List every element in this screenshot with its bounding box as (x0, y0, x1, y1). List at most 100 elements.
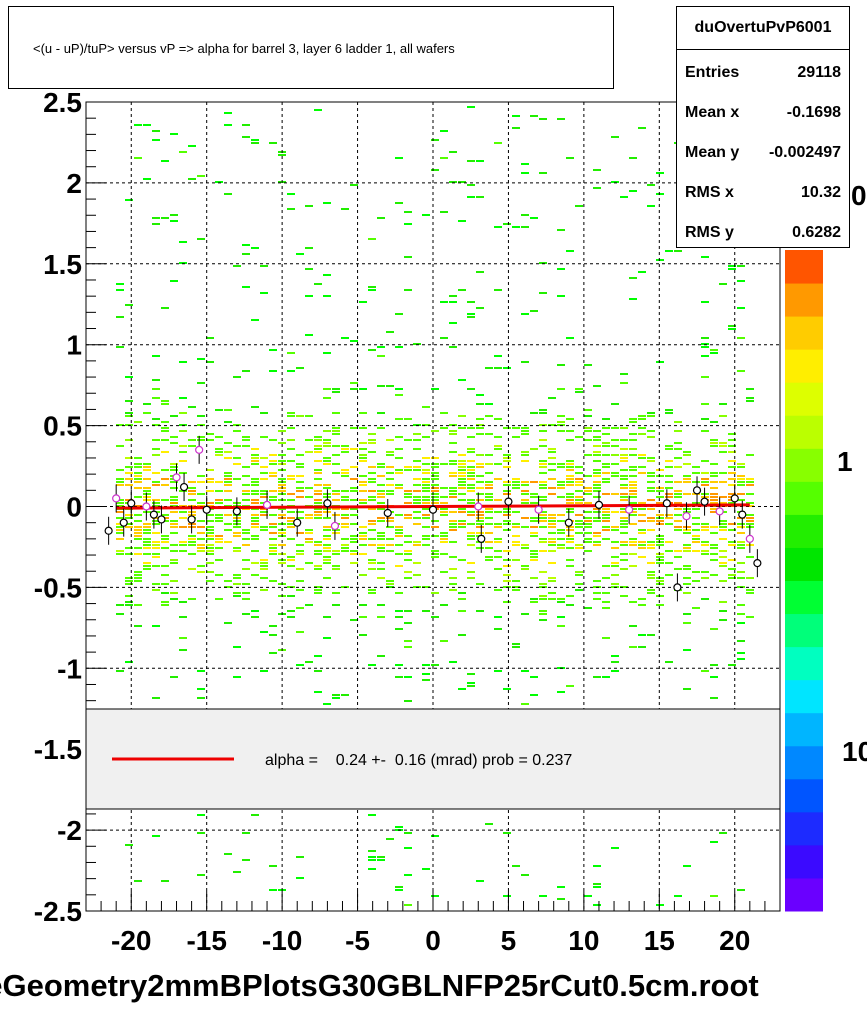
heatmap-cell (692, 502, 700, 504)
heatmap-cell (242, 559, 250, 561)
heatmap-cell (296, 544, 304, 546)
heatmap-cell (575, 526, 583, 528)
heatmap-cell (593, 484, 601, 486)
heatmap-cell (566, 502, 574, 504)
heatmap-cell (278, 460, 286, 462)
heatmap-cell (656, 583, 664, 585)
heatmap-cell (719, 832, 727, 834)
heatmap-cell (620, 499, 628, 501)
heatmap-cell (269, 523, 277, 525)
heatmap-cell (287, 610, 295, 612)
heatmap-cell (314, 568, 322, 570)
heatmap-cell (692, 535, 700, 537)
color-scale-step (785, 877, 823, 912)
heatmap-cell (413, 490, 421, 492)
heatmap-cell (629, 298, 637, 300)
heatmap-cell (422, 535, 430, 537)
heatmap-cell (710, 481, 718, 483)
heatmap-cell (503, 484, 511, 486)
heatmap-cell (476, 880, 484, 882)
heatmap-cell (683, 550, 691, 552)
heatmap-cell (728, 268, 736, 270)
heatmap-cell (620, 427, 628, 429)
heatmap-cell (152, 355, 160, 357)
heatmap-cell (539, 481, 547, 483)
heatmap-cell (665, 574, 673, 576)
heatmap-cell (737, 466, 745, 468)
heatmap-cell (620, 568, 628, 570)
heatmap-cell (224, 451, 232, 453)
heatmap-cell (557, 544, 565, 546)
heatmap-cell (503, 481, 511, 483)
heatmap-cell (314, 553, 322, 555)
heatmap-cell (593, 886, 601, 888)
heatmap-cell (332, 427, 340, 429)
heatmap-cell (593, 169, 601, 171)
heatmap-cell (305, 487, 313, 489)
heatmap-cell (701, 430, 709, 432)
heatmap-cell (260, 472, 268, 474)
heatmap-cell (143, 538, 151, 540)
heatmap-cell (530, 412, 538, 414)
heatmap-cell (440, 640, 448, 642)
heatmap-cell (665, 550, 673, 552)
heatmap-cell (449, 322, 457, 324)
heatmap-cell (584, 487, 592, 489)
heatmap-cell (629, 481, 637, 483)
heatmap-cell (521, 568, 529, 570)
heatmap-cell (494, 550, 502, 552)
heatmap-cell (323, 550, 331, 552)
heatmap-cell (737, 523, 745, 525)
heatmap-cell (512, 484, 520, 486)
heatmap-cell (152, 217, 160, 219)
heatmap-cell (557, 625, 565, 627)
heatmap-cell (152, 454, 160, 456)
heatmap-cell (674, 529, 682, 531)
heatmap-cell (674, 490, 682, 492)
heatmap-cell (341, 526, 349, 528)
heatmap-cell (647, 184, 655, 186)
heatmap-cell (746, 454, 754, 456)
heatmap-cell (611, 439, 619, 441)
heatmap-cell (134, 526, 142, 528)
heatmap-cell (404, 676, 412, 678)
heatmap-cell (683, 475, 691, 477)
heatmap-cell (215, 520, 223, 522)
heatmap-cell (377, 463, 385, 465)
heatmap-cell (629, 454, 637, 456)
heatmap-cell (719, 415, 727, 417)
heatmap-cell (494, 367, 502, 369)
heatmap-cell (638, 433, 646, 435)
heatmap-cell (656, 580, 664, 582)
heatmap-cell (440, 514, 448, 516)
profile-point (745, 534, 754, 543)
heatmap-cell (332, 472, 340, 474)
heatmap-cell (314, 469, 322, 471)
y-tick-label: 0.5 (43, 411, 82, 442)
heatmap-cell (458, 463, 466, 465)
heatmap-cell (152, 523, 160, 525)
heatmap-cell (188, 535, 196, 537)
heatmap-cell (233, 676, 241, 678)
heatmap-cell (548, 397, 556, 399)
heatmap-cell (116, 289, 124, 291)
heatmap-cell (206, 502, 214, 504)
heatmap-cell (620, 373, 628, 375)
heatmap-cell (134, 574, 142, 576)
profile-point (730, 494, 739, 503)
heatmap-cell (116, 469, 124, 471)
heatmap-cell (737, 337, 745, 339)
heatmap-cell (251, 550, 259, 552)
heatmap-cell (539, 571, 547, 573)
heatmap-cell (134, 505, 142, 507)
heatmap-cell (449, 433, 457, 435)
heatmap-cell (197, 544, 205, 546)
y-tick-label: -2.5 (34, 896, 82, 927)
heatmap-cell (602, 481, 610, 483)
heatmap-cell (278, 454, 286, 456)
heatmap-cell (116, 526, 124, 528)
heatmap-cell (674, 514, 682, 516)
heatmap-cell (161, 565, 169, 567)
heatmap-cell (503, 580, 511, 582)
heatmap-cell (296, 553, 304, 555)
